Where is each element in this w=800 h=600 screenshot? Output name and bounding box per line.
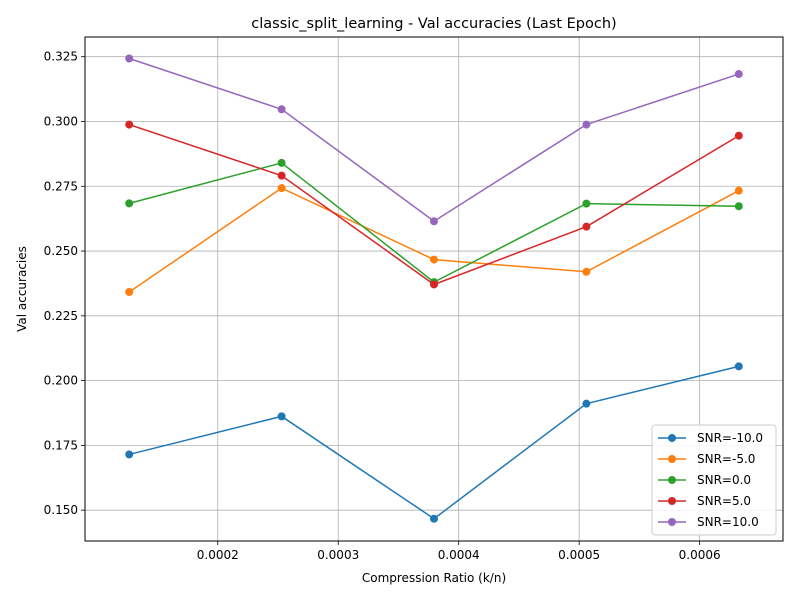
- data-point: [430, 280, 438, 289]
- y-axis-label: Val accuracies: [15, 246, 29, 332]
- y-tick-label: 0.200: [44, 374, 78, 388]
- x-tick-label: 0.0005: [558, 548, 600, 562]
- series-5: [125, 54, 743, 226]
- data-point: [734, 202, 743, 211]
- legend-marker: [668, 455, 676, 463]
- plot-area-frame: [84, 36, 784, 542]
- data-point: [277, 171, 286, 180]
- series-2: [125, 184, 743, 296]
- y-tick-label: 0.250: [44, 244, 78, 258]
- data-point: [734, 186, 743, 195]
- series-1: [125, 362, 743, 523]
- legend-marker: [668, 518, 676, 526]
- data-point: [582, 222, 591, 231]
- legend: SNR=-10.0 SNR=-5.0 SNR=0.0 SNR=5.0 SNR=10.0: [651, 424, 777, 536]
- y-tick-label: 0.225: [44, 309, 78, 323]
- data-point: [277, 412, 286, 421]
- legend-entry: SNR=-10.0: [658, 431, 763, 445]
- legend-entry: SNR=10.0: [658, 515, 759, 529]
- y-tick-label: 0.175: [44, 438, 78, 452]
- y-tick-label: 0.150: [44, 503, 78, 517]
- legend-marker: [668, 434, 676, 442]
- legend-label: SNR=-10.0: [697, 431, 763, 445]
- data-point: [734, 131, 743, 140]
- x-tick-label: 0.0002: [197, 548, 239, 562]
- legend-entry: SNR=0.0: [658, 473, 751, 487]
- legend-marker: [668, 476, 676, 484]
- x-tick-label: 0.0006: [679, 548, 721, 562]
- legend-label: SNR=-5.0: [697, 452, 755, 466]
- data-point: [125, 199, 134, 208]
- legend-label: SNR=0.0: [697, 473, 751, 487]
- data-point: [582, 399, 591, 408]
- data-point: [125, 287, 134, 296]
- data-point: [430, 255, 438, 264]
- y-tick-label: 0.325: [44, 50, 78, 64]
- grid: [85, 37, 783, 541]
- data-point: [277, 105, 286, 114]
- data-point: [277, 184, 286, 193]
- legend-box: [651, 424, 777, 536]
- series-group: [125, 54, 743, 523]
- x-tick-label: 0.0003: [317, 548, 359, 562]
- data-point: [430, 514, 438, 523]
- data-point: [734, 362, 743, 371]
- legend-entry: SNR=5.0: [658, 494, 751, 508]
- data-point: [125, 120, 134, 129]
- x-axis-label: Compression Ratio (k/n): [362, 571, 506, 585]
- x-axis: 0.0002 0.0003 0.0004 0.0005 0.0006: [197, 541, 721, 562]
- chart-title: classic_split_learning - Val accuracies …: [251, 16, 616, 32]
- data-point: [582, 267, 591, 276]
- x-tick-label: 0.0004: [438, 548, 480, 562]
- data-point: [430, 217, 438, 226]
- data-point: [125, 450, 134, 459]
- data-point: [125, 54, 134, 63]
- data-point: [582, 120, 591, 129]
- y-tick-label: 0.275: [44, 179, 78, 193]
- data-point: [277, 158, 286, 167]
- y-tick-label: 0.300: [44, 114, 78, 128]
- y-axis: 0.150 0.175 0.200 0.225 0.250 0.275 0.300 0.325: [44, 50, 85, 517]
- data-point: [582, 199, 591, 208]
- series-4: [125, 120, 743, 289]
- legend-label: SNR=10.0: [697, 515, 759, 529]
- legend-marker: [668, 497, 676, 505]
- data-point: [734, 70, 743, 79]
- legend-label: SNR=5.0: [697, 494, 751, 508]
- legend-entry: SNR=-5.0: [658, 452, 755, 466]
